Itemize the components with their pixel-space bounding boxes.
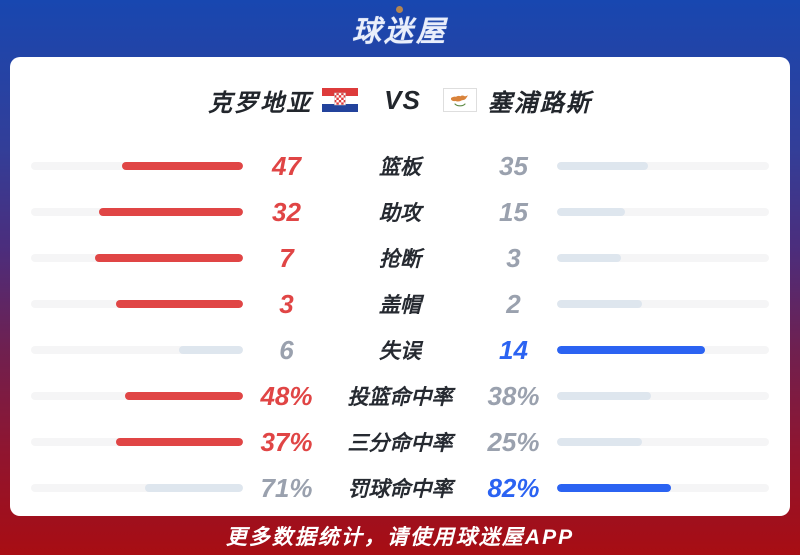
away-bar-fill (557, 254, 621, 262)
away-bar (557, 300, 769, 308)
stat-label: 盖帽 (379, 294, 421, 317)
away-bar (557, 208, 769, 216)
stat-row-rebounds: 47 篮板 35 (31, 143, 769, 189)
stat-row-3p-pct: 37% 三分命中率 25% (31, 419, 769, 465)
away-bar-fill (557, 484, 671, 492)
app-promo-text: 更多数据统计，请使用球迷屋APP (225, 525, 575, 549)
stat-row-assists: 32 助攻 15 (31, 189, 769, 235)
away-bar (557, 392, 769, 400)
away-bar (557, 438, 769, 446)
stat-row-ft-pct: 71% 罚球命中率 82% (31, 465, 769, 511)
home-bar-fill (94, 254, 243, 262)
home-bar-fill (121, 162, 243, 170)
home-bar (31, 162, 243, 170)
home-bar (31, 300, 243, 308)
home-value: 7 (279, 242, 294, 273)
stat-label: 三分命中率 (347, 432, 453, 455)
home-value: 6 (279, 334, 294, 365)
match-header: 克罗地亚 VS (31, 57, 769, 143)
home-value: 47 (272, 150, 301, 181)
stat-row-turnovers: 6 失误 14 (31, 327, 769, 373)
home-value: 32 (272, 196, 301, 227)
away-value: 15 (499, 196, 528, 227)
home-team-name: 克罗地亚 (208, 89, 313, 117)
app-logo: 球迷屋 (351, 5, 448, 50)
croatia-flag-icon (322, 88, 359, 112)
home-bar-fill (124, 392, 243, 400)
away-bar-fill (557, 208, 625, 216)
away-bar-fill (557, 346, 706, 354)
home-bar (31, 346, 243, 354)
away-bar-fill (557, 300, 642, 308)
away-value: 35 (499, 150, 528, 181)
home-bar (31, 254, 243, 262)
stat-row-blocks: 3 盖帽 2 (31, 281, 769, 327)
stat-row-steals: 7 抢断 3 (31, 235, 769, 281)
home-value: 37% (260, 426, 313, 457)
stat-label: 抢断 (379, 248, 421, 271)
away-bar (557, 254, 769, 262)
app-logo-text: 球迷屋 (351, 15, 448, 48)
away-value: 2 (506, 288, 521, 319)
away-value: 25% (487, 426, 540, 457)
home-bar-fill (144, 484, 243, 492)
logo-dot-icon (395, 5, 403, 13)
home-bar (31, 484, 243, 492)
home-bar (31, 208, 243, 216)
away-team-name: 塞浦路斯 (487, 89, 592, 117)
stat-label: 助攻 (379, 202, 421, 225)
home-bar-fill (116, 438, 243, 446)
home-value: 48% (260, 380, 313, 411)
home-bar-fill (179, 346, 243, 354)
stat-label: 失误 (379, 340, 421, 363)
bottom-banner: 更多数据统计，请使用球迷屋APP (0, 516, 800, 555)
away-value: 3 (506, 242, 521, 273)
away-bar (557, 346, 769, 354)
stat-label: 篮板 (379, 156, 421, 179)
stat-label: 罚球命中率 (347, 478, 453, 501)
away-bar (557, 162, 769, 170)
home-value: 3 (279, 288, 294, 319)
cyprus-flag-icon (442, 88, 477, 112)
home-value: 71% (260, 472, 313, 503)
home-bar-fill (115, 300, 243, 308)
home-bar (31, 438, 243, 446)
away-bar-fill (557, 438, 643, 446)
away-value: 38% (487, 380, 540, 411)
away-value: 82% (487, 472, 540, 503)
stat-row-fg-pct: 48% 投篮命中率 38% (31, 373, 769, 419)
top-banner: 球迷屋 (0, 0, 800, 57)
home-bar (31, 392, 243, 400)
stat-label: 投篮命中率 (347, 386, 453, 409)
away-bar (557, 484, 769, 492)
away-value: 14 (499, 334, 528, 365)
away-bar-fill (557, 162, 648, 170)
vs-label: VS (384, 84, 421, 115)
stats-card: 克罗地亚 VS (10, 57, 790, 516)
home-bar-fill (98, 208, 243, 216)
away-bar-fill (557, 392, 651, 400)
